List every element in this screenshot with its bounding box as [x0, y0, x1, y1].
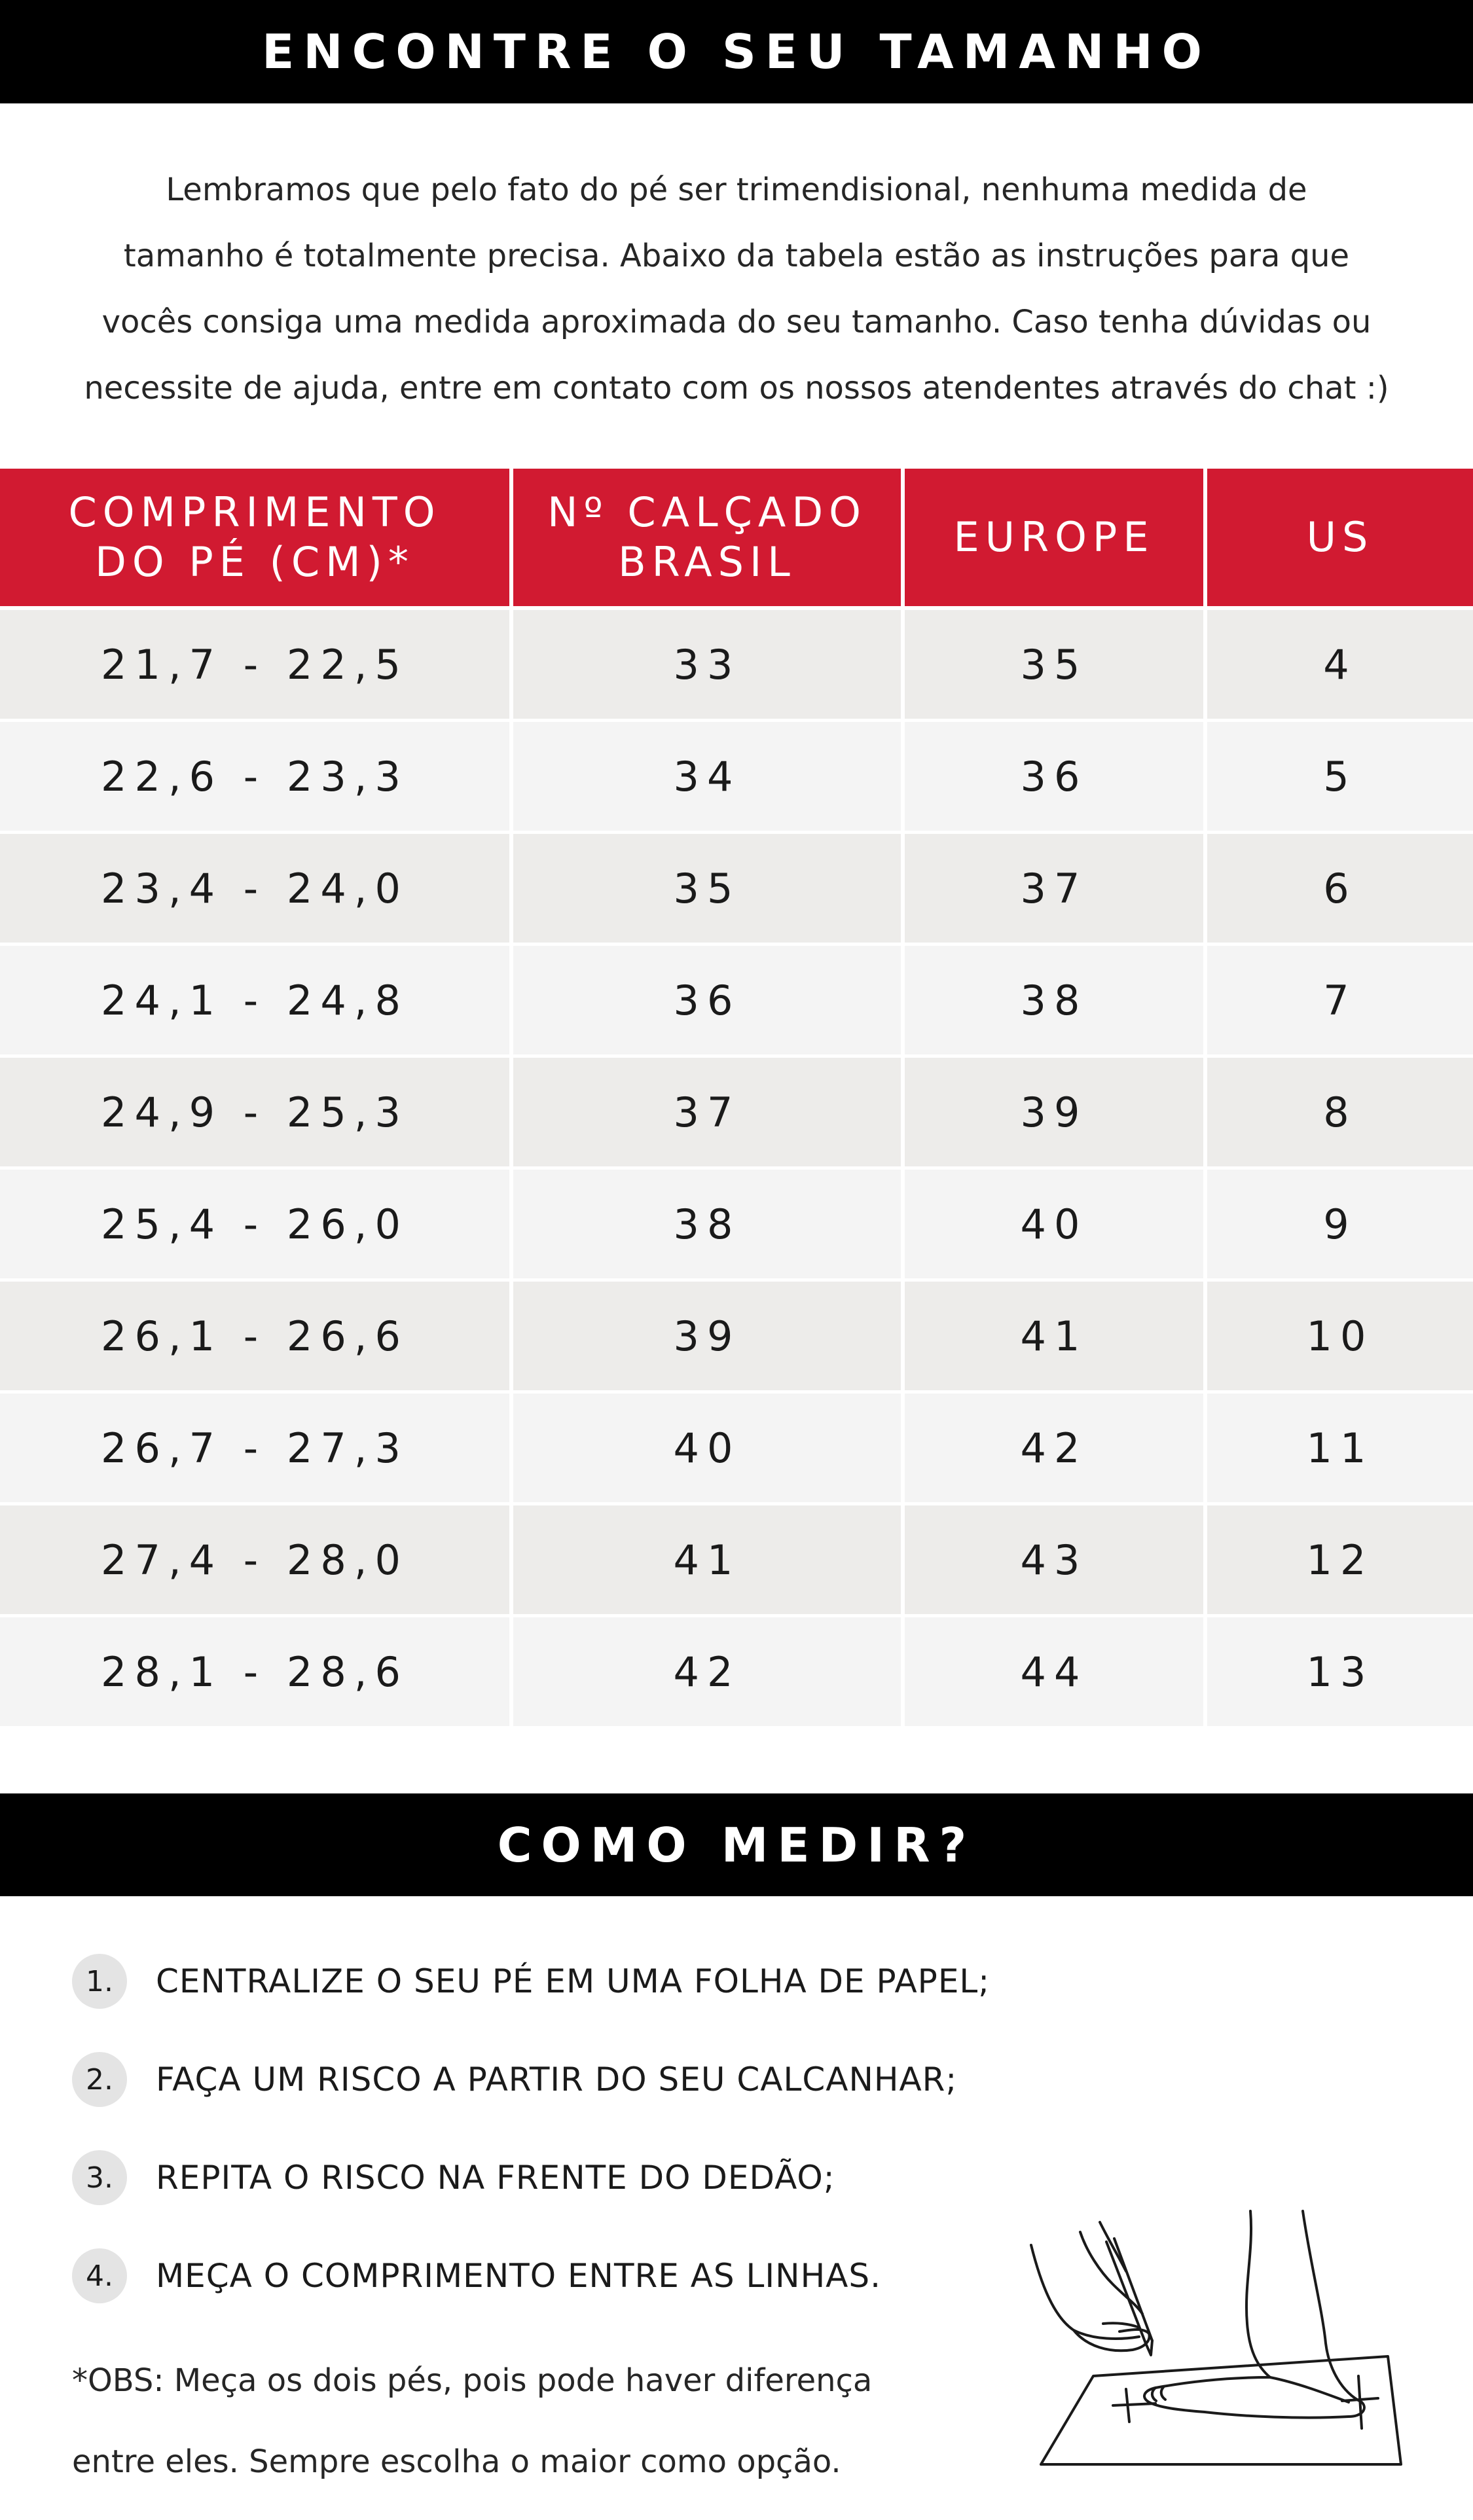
cell-us-size: 11 [1207, 1394, 1473, 1502]
cell-brazil-size: 34 [513, 722, 901, 831]
intro-line: vocês consiga uma medida aproximada do s… [101, 304, 1372, 340]
cell-europe-size: 38 [905, 946, 1203, 1054]
cell-us-size: 8 [1207, 1058, 1473, 1166]
cell-brazil-size: 38 [513, 1170, 901, 1278]
list-item: 4. MEÇA O COMPRIMENTO ENTRE AS LINHAS. [72, 2248, 881, 2303]
how-to-measure-band: COMO MEDIR? [0, 1793, 1473, 1896]
size-table: COMPRIMENTO DO PÉ (CM)* Nº CALÇADO BRASI… [0, 469, 1473, 1726]
header-us: US [1207, 469, 1473, 606]
header-line: EUROPE [953, 513, 1155, 561]
how-to-measure-title: COMO MEDIR? [497, 1817, 976, 1873]
step-number-badge: 2. [72, 2052, 127, 2107]
step-number-badge: 4. [72, 2248, 127, 2303]
table-row: 26,7 - 27,3 40 42 11 [0, 1394, 1473, 1502]
size-table-header: COMPRIMENTO DO PÉ (CM)* Nº CALÇADO BRASI… [0, 469, 1473, 606]
cell-foot-length: 21,7 - 22,5 [0, 610, 509, 719]
header-line: US [1306, 513, 1374, 561]
obs-line: entre eles. Sempre escolha o maior como … [72, 2443, 841, 2480]
cell-us-size: 6 [1207, 834, 1473, 943]
cell-brazil-size: 39 [513, 1282, 901, 1390]
step-number-badge: 1. [72, 1954, 127, 2009]
table-row: 26,1 - 26,6 39 41 10 [0, 1282, 1473, 1390]
cell-brazil-size: 40 [513, 1394, 901, 1502]
header-foot-length: COMPRIMENTO DO PÉ (CM)* [0, 469, 509, 606]
header-line: COMPRIMENTO [68, 488, 441, 536]
table-row: 25,4 - 26,0 38 40 9 [0, 1170, 1473, 1278]
header-europe: EUROPE [905, 469, 1203, 606]
cell-foot-length: 26,7 - 27,3 [0, 1394, 509, 1502]
step-text: REPITA O RISCO NA FRENTE DO DEDÃO; [156, 2159, 835, 2197]
cell-europe-size: 41 [905, 1282, 1203, 1390]
cell-foot-length: 24,9 - 25,3 [0, 1058, 509, 1166]
cell-europe-size: 44 [905, 1617, 1203, 1726]
list-item: 1. CENTRALIZE O SEU PÉ EM UMA FOLHA DE P… [72, 1954, 990, 2009]
intro-line: tamanho é totalmente precisa. Abaixo da … [123, 238, 1350, 274]
cell-us-size: 7 [1207, 946, 1473, 1054]
intro-line: Lembramos que pelo fato do pé ser trimen… [166, 171, 1307, 208]
cell-foot-length: 28,1 - 28,6 [0, 1617, 509, 1726]
cell-brazil-size: 33 [513, 610, 901, 719]
header-line: DO PÉ (CM)* [95, 538, 414, 586]
step-text: MEÇA O COMPRIMENTO ENTRE AS LINHAS. [156, 2257, 881, 2295]
cell-brazil-size: 36 [513, 946, 901, 1054]
cell-foot-length: 25,4 - 26,0 [0, 1170, 509, 1278]
cell-europe-size: 39 [905, 1058, 1203, 1166]
cell-brazil-size: 35 [513, 834, 901, 943]
cell-europe-size: 37 [905, 834, 1203, 943]
step-text: FAÇA UM RISCO A PARTIR DO SEU CALCANHAR; [156, 2061, 958, 2098]
cell-europe-size: 43 [905, 1505, 1203, 1614]
cell-foot-length: 23,4 - 24,0 [0, 834, 509, 943]
cell-europe-size: 42 [905, 1394, 1203, 1502]
cell-foot-length: 26,1 - 26,6 [0, 1282, 509, 1390]
list-item: 2. FAÇA UM RISCO A PARTIR DO SEU CALCANH… [72, 2052, 957, 2107]
table-row: 21,7 - 22,5 33 35 4 [0, 610, 1473, 719]
step-number-badge: 3. [72, 2150, 127, 2205]
header-line: BRASIL [618, 538, 796, 586]
cell-foot-length: 27,4 - 28,0 [0, 1505, 509, 1614]
cell-europe-size: 35 [905, 610, 1203, 719]
table-row: 28,1 - 28,6 42 44 13 [0, 1617, 1473, 1726]
cell-us-size: 13 [1207, 1617, 1473, 1726]
cell-brazil-size: 37 [513, 1058, 901, 1166]
cell-us-size: 10 [1207, 1282, 1473, 1390]
observation-note: *OBS: Meça os dois pés, pois pode haver … [72, 2340, 1002, 2502]
header-brazil-size: Nº CALÇADO BRASIL [513, 469, 901, 606]
page-title-band: ENCONTRE O SEU TAMANHO [0, 0, 1473, 103]
cell-us-size: 9 [1207, 1170, 1473, 1278]
cell-foot-length: 22,6 - 23,3 [0, 722, 509, 831]
table-row: 24,1 - 24,8 36 38 7 [0, 946, 1473, 1054]
cell-europe-size: 36 [905, 722, 1203, 831]
cell-us-size: 5 [1207, 722, 1473, 831]
page-title: ENCONTRE O SEU TAMANHO [262, 24, 1211, 79]
intro-line: necessite de ajuda, entre em contato com… [84, 370, 1389, 406]
table-row: 22,6 - 23,3 34 36 5 [0, 722, 1473, 831]
foot-measuring-illustration-icon [1030, 2210, 1402, 2466]
cell-foot-length: 24,1 - 24,8 [0, 946, 509, 1054]
table-row: 24,9 - 25,3 37 39 8 [0, 1058, 1473, 1166]
cell-brazil-size: 42 [513, 1617, 901, 1726]
table-row: 27,4 - 28,0 41 43 12 [0, 1505, 1473, 1614]
cell-europe-size: 40 [905, 1170, 1203, 1278]
obs-line: *OBS: Meça os dois pés, pois pode haver … [72, 2362, 873, 2399]
list-item: 3. REPITA O RISCO NA FRENTE DO DEDÃO; [72, 2150, 835, 2205]
intro-paragraph: Lembramos que pelo fato do pé ser trimen… [59, 157, 1414, 422]
header-line: Nº CALÇADO [547, 488, 867, 536]
cell-us-size: 12 [1207, 1505, 1473, 1614]
table-row: 23,4 - 24,0 35 37 6 [0, 834, 1473, 943]
cell-us-size: 4 [1207, 610, 1473, 719]
step-text: CENTRALIZE O SEU PÉ EM UMA FOLHA DE PAPE… [156, 1962, 991, 2000]
cell-brazil-size: 41 [513, 1505, 901, 1614]
